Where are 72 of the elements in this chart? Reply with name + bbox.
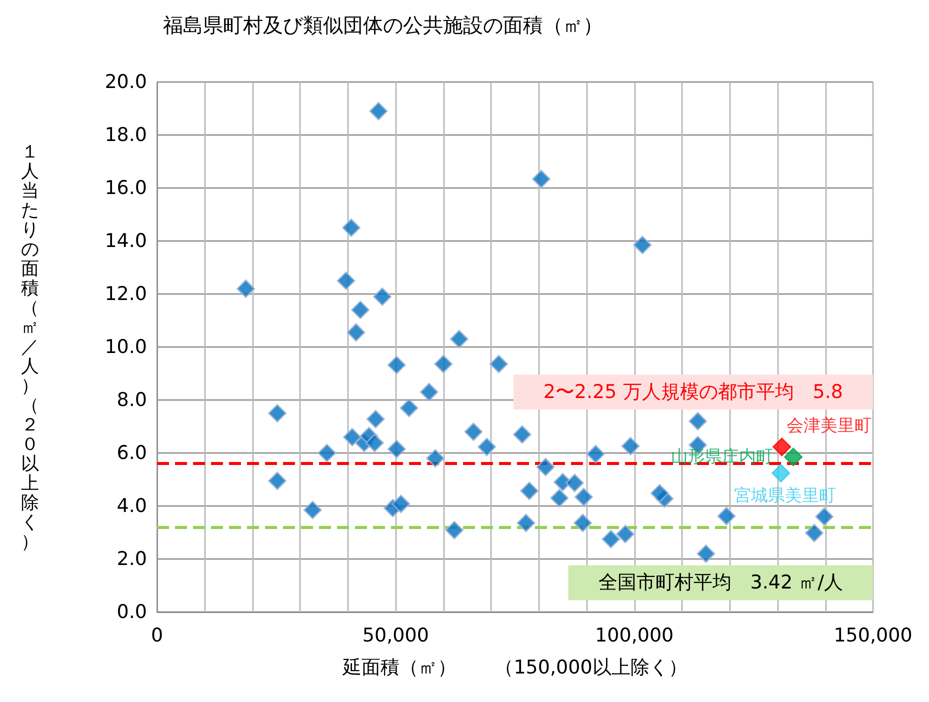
chart-title: 福島県町村及び類似団体の公共施設の面積（㎡）: [163, 13, 603, 37]
point: [369, 102, 388, 120]
y-tick-label: 16.0: [104, 177, 147, 199]
point: [445, 520, 464, 540]
x-tick-label: 50,000: [362, 624, 429, 646]
point: [426, 449, 445, 468]
point: [450, 330, 468, 348]
point: [268, 404, 287, 422]
y-tick-label: 6.0: [116, 442, 147, 464]
y-tick-label: 12.0: [104, 283, 147, 305]
point: [532, 170, 551, 188]
ref-line-label: 全国市町村平均 3.42 ㎡/人: [598, 572, 843, 594]
point: [621, 436, 640, 456]
point: [387, 356, 406, 374]
point: [586, 444, 605, 464]
x-tick-label: 100,000: [595, 624, 674, 646]
point: [478, 438, 496, 456]
point: [236, 279, 256, 298]
text: １人当たりの面積（㎡／人）（２０以上除く）: [21, 142, 39, 552]
point: [696, 544, 716, 563]
y-tick-label: 2.0: [116, 548, 147, 570]
point: [633, 236, 652, 254]
point: [387, 440, 406, 458]
point: [490, 354, 508, 374]
point: [717, 506, 736, 526]
point: [805, 524, 824, 542]
y-tick-label: 18.0: [104, 124, 147, 146]
series-label: 会津美里町: [786, 416, 872, 436]
point: [574, 514, 592, 532]
x-axis-title: 延面積（㎡） （150,000以上除く）: [342, 656, 688, 678]
y-tick-label: 4.0: [116, 495, 147, 517]
x-tick-label: 0: [150, 624, 164, 646]
y-tick-label: 10.0: [104, 336, 147, 358]
point: [772, 464, 790, 482]
point: [565, 474, 584, 492]
point: [516, 514, 536, 532]
y-tick-label: 0.0: [116, 601, 147, 623]
point: [550, 488, 569, 508]
point: [602, 530, 620, 548]
point: [351, 300, 370, 320]
point: [373, 287, 392, 306]
point: [688, 412, 708, 430]
point: [512, 425, 532, 444]
point: [400, 398, 418, 418]
series-label: 山形県庄内町: [671, 446, 774, 467]
point: [815, 507, 834, 526]
point: [434, 354, 453, 374]
series-label: 宮城県美里町: [734, 486, 836, 506]
point: [303, 500, 322, 520]
point: [520, 482, 539, 500]
point: [616, 524, 635, 544]
point: [392, 494, 410, 514]
point: [650, 484, 669, 503]
y-tick-label: 8.0: [116, 389, 147, 411]
point: [268, 472, 287, 490]
y-tick-label: 14.0: [104, 230, 147, 252]
x-tick-label: 150,000: [834, 624, 912, 646]
point: [336, 272, 356, 290]
point: [420, 382, 438, 402]
point: [784, 448, 803, 466]
point: [346, 323, 366, 342]
point: [536, 458, 555, 476]
point: [772, 438, 792, 456]
point: [342, 218, 361, 237]
y-tick-label: 20.0: [104, 71, 147, 93]
point: [365, 434, 384, 452]
point: [318, 444, 336, 462]
point: [464, 422, 483, 442]
point: [366, 410, 385, 428]
point: [574, 488, 593, 506]
ref-line-label: 2〜2.25 万人規模の都市平均 5.8: [543, 381, 843, 404]
point: [342, 428, 362, 446]
